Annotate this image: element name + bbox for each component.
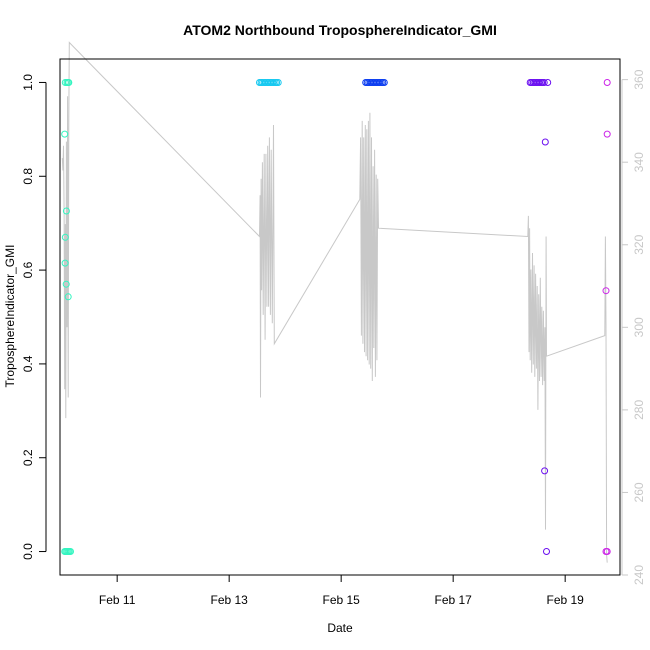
x-tick-label: Feb 19 bbox=[546, 593, 584, 607]
y-axis-label: TroposphereIndicator_GMI bbox=[3, 245, 17, 388]
data-point bbox=[543, 548, 550, 555]
chart-title: ATOM2 Northbound TroposphereIndicator_GM… bbox=[183, 22, 497, 38]
y-tick-label: 0.8 bbox=[21, 168, 35, 185]
data-point bbox=[544, 79, 552, 86]
data-point bbox=[603, 79, 611, 86]
data-point bbox=[274, 79, 282, 86]
y-tick-label: 0.6 bbox=[21, 261, 35, 278]
y-tick-label: 0.4 bbox=[21, 355, 35, 372]
line-series bbox=[61, 41, 608, 563]
data-point bbox=[603, 130, 611, 138]
x-tick-label: Feb 11 bbox=[99, 593, 136, 607]
plot-frame bbox=[59, 58, 621, 576]
data-point bbox=[540, 79, 548, 86]
x-tick-label: Feb 13 bbox=[210, 593, 248, 607]
data-point bbox=[62, 207, 70, 215]
y2-tick-label: 360 bbox=[632, 69, 646, 89]
data-point bbox=[602, 287, 610, 295]
y2-tick-label: 340 bbox=[632, 152, 646, 172]
data-point bbox=[603, 548, 611, 555]
data-point bbox=[380, 79, 388, 86]
y2-tick-label: 320 bbox=[632, 234, 646, 254]
data-point bbox=[541, 138, 549, 146]
y2-tick-label: 280 bbox=[632, 400, 646, 420]
data-point bbox=[67, 548, 74, 555]
data-point bbox=[65, 79, 73, 86]
data-point bbox=[64, 293, 72, 301]
y2-tick-label: 260 bbox=[632, 482, 646, 502]
x-axis-label: Date bbox=[327, 621, 353, 635]
y2-tick-label: 300 bbox=[632, 317, 646, 337]
data-point bbox=[62, 280, 70, 288]
y-tick-label: 0.0 bbox=[21, 543, 35, 560]
data-point bbox=[541, 467, 549, 475]
x-tick-label: Feb 17 bbox=[434, 593, 472, 607]
y2-tick-label: 240 bbox=[632, 565, 646, 585]
data-point bbox=[61, 130, 69, 138]
y-tick-label: 1.0 bbox=[21, 74, 35, 91]
y-tick-label: 0.2 bbox=[21, 449, 35, 466]
data-point bbox=[61, 259, 69, 267]
data-point bbox=[61, 233, 69, 241]
series-line bbox=[61, 41, 608, 563]
point-series bbox=[61, 79, 611, 555]
x-tick-label: Feb 15 bbox=[322, 593, 360, 607]
